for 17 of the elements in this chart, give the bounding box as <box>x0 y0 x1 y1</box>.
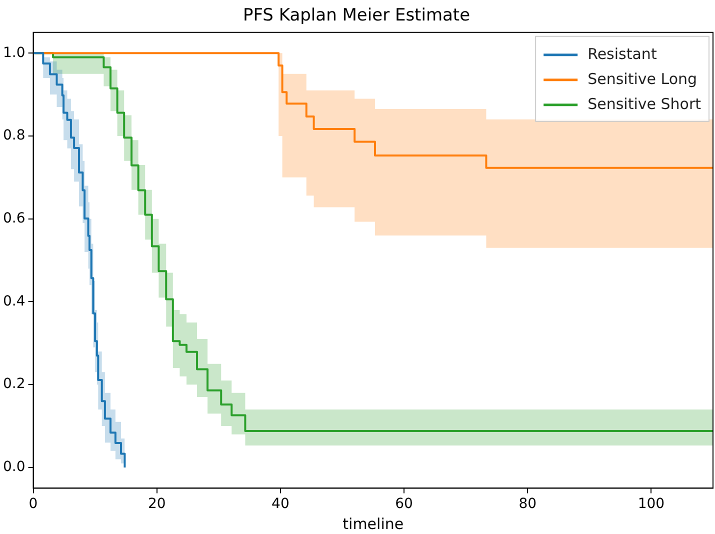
y-tick-label: 0.8 <box>3 128 26 144</box>
x-tick-label: 20 <box>148 496 166 512</box>
legend-label: Sensitive Long <box>588 70 698 88</box>
chart-title: PFS Kaplan Meier Estimate <box>242 6 470 26</box>
x-axis-title: timeline <box>342 514 404 533</box>
x-tick-label: 60 <box>395 496 413 512</box>
y-tick-label: 0.4 <box>3 293 26 310</box>
x-tick-label: 80 <box>518 496 537 512</box>
y-tick-label: 0.6 <box>3 210 26 227</box>
x-tick-label: 0 <box>28 496 38 512</box>
y-tick-label: 0.0 <box>3 459 26 476</box>
y-tick-label: 1.0 <box>3 44 26 61</box>
x-tick-label: 100 <box>638 496 665 512</box>
legend-label: Resistant <box>588 44 657 63</box>
legend-label: Sensitive Short <box>588 94 702 113</box>
y-tick-label: 0.2 <box>3 376 26 392</box>
x-tick-label: 40 <box>272 496 290 512</box>
